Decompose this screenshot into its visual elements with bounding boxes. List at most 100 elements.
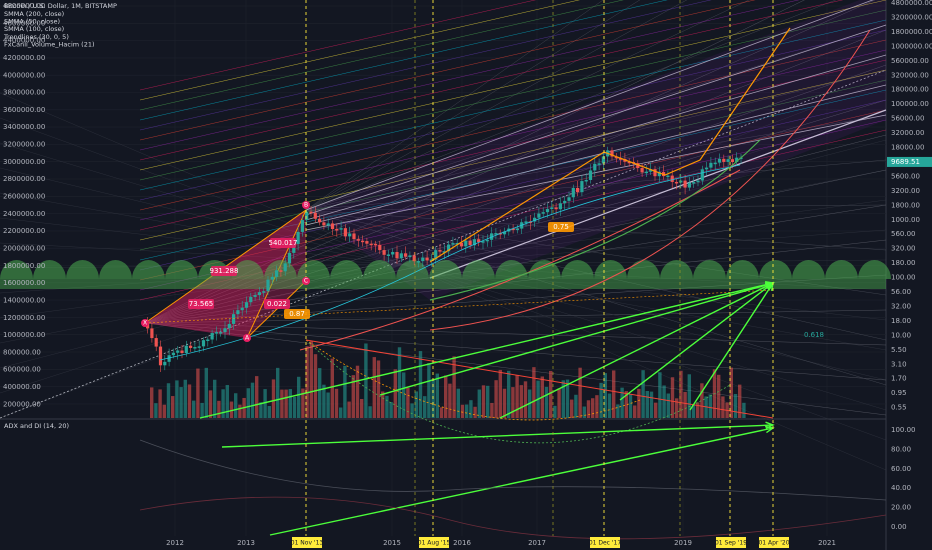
volume-bar [418,351,423,418]
left-scale-label: 4600000.00 [3,19,45,27]
volume-bar [696,402,700,418]
ratio-label: 0.75 [553,223,569,231]
volume-bar [217,400,221,418]
candle [502,231,507,235]
drawn-line [0,79,887,419]
candle [348,233,352,237]
volume-bar [179,387,183,418]
volume-bar [192,400,196,418]
volume-bar [318,368,322,418]
volume-bar [662,385,666,418]
candle [464,240,468,247]
candle [421,257,425,262]
volume-bar [368,406,372,418]
volume-bar [633,405,637,418]
candle [180,350,184,354]
curve [429,139,761,301]
right-scale-label: 56.00 [891,288,911,296]
candle [726,159,730,162]
volume-bar [372,357,376,418]
left-scale-label: 4000000.00 [3,71,45,79]
candle [266,279,270,292]
pattern-point-bg [302,277,310,285]
volume-bar [414,391,418,418]
volume-bar [624,391,628,418]
candle [434,250,438,260]
volume-bar [208,390,213,418]
volume-bar [154,403,158,418]
di [139,496,887,540]
candle [189,345,193,348]
adx-scale-label: 60.00 [891,465,911,473]
drawn-line [139,129,887,301]
volume-bar [649,391,654,418]
volume-bar [586,400,591,418]
channel-fill [306,0,886,300]
volume-bar [288,389,292,418]
volume-bar [351,375,355,418]
candle [279,270,283,272]
right-scale-label: 1000000.00 [891,42,932,50]
candle [305,211,309,221]
drawings [0,0,891,540]
drawn-line [305,0,750,211]
candle [451,243,455,245]
right-scale-label: 18000.00 [891,144,924,152]
volume-bar [477,389,481,418]
candle [395,252,399,259]
left-scale-label: 2200000.00 [3,227,45,235]
candle [705,167,709,170]
ratio-bg [548,222,574,232]
candle [636,163,640,169]
time-label: 2013 [237,539,255,547]
cycle-arc [396,260,429,279]
volume-bar [234,393,238,418]
volume-bar [666,393,670,418]
date-flag: 01 Sep '19 [715,540,747,547]
drawn-line [199,282,774,419]
candle [554,207,558,210]
candle [270,276,274,280]
volume-bar [259,402,263,418]
volume-bar [675,398,679,418]
candle [696,180,700,183]
ratio-bg [188,299,214,309]
candle [687,182,691,188]
volume-bar [616,404,620,418]
volume-bar [490,402,494,418]
candle [614,156,618,159]
pattern-point: A [245,335,250,342]
candle [309,211,313,214]
volume-bar [599,382,603,418]
volume-bar [549,370,553,418]
drawn-line [305,54,887,221]
volume-bar [364,343,368,418]
curve [429,29,871,331]
drawn-line [139,0,624,111]
candle [210,333,214,340]
volume-bar [738,384,742,418]
candle [584,179,588,182]
candle [709,162,713,168]
drawn-line [139,0,887,171]
last-price-tag [887,156,932,167]
candle [442,251,446,253]
volume-bar [654,402,658,418]
candle [356,239,360,241]
left-scale-label: 800000.00 [3,348,41,356]
left-scale-label: 600000.00 [3,366,41,374]
candle [477,239,481,243]
candle [318,218,322,223]
volume-bar [641,370,645,418]
drawn-line [139,59,887,231]
candle [644,171,648,174]
ratio-label: 0.022 [267,300,287,308]
candle [455,242,459,245]
drawn-line [305,24,887,211]
drawn-line [305,209,887,386]
candle [292,243,296,253]
candle [700,169,704,181]
volume-bar [305,346,309,418]
legend-indicator: FxCanli_Volume_Hacim (21) [4,40,95,48]
drawn-line [144,239,887,324]
